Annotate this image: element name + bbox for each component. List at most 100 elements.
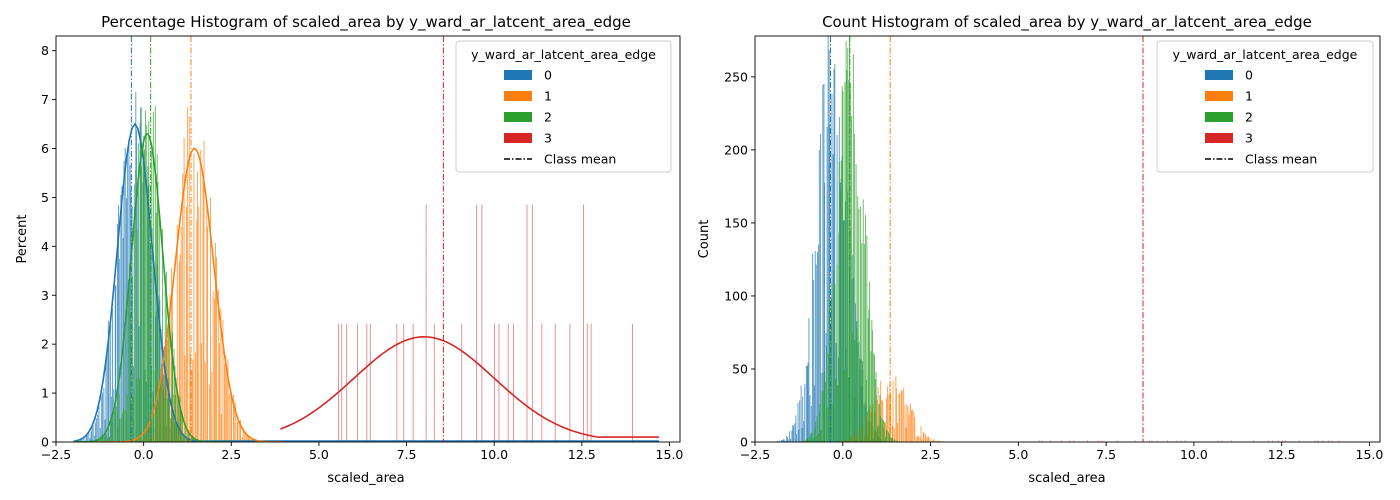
histogram-bar-0 [129, 165, 131, 442]
histogram-bar-0 [91, 425, 93, 442]
histogram-bar-1 [250, 438, 252, 442]
histogram-bar-1 [927, 437, 929, 442]
histogram-bar-0 [97, 414, 99, 442]
histogram-bar-1 [925, 433, 926, 442]
histogram-bar-3 [1167, 440, 1169, 442]
histogram-bar-1 [934, 439, 936, 442]
histogram-bar-1 [208, 384, 210, 442]
histogram-bar-1 [901, 390, 902, 442]
legend-entry-class-mean: Class mean [544, 152, 616, 167]
histogram-bar-2 [866, 235, 868, 442]
histogram-bar-3 [632, 323, 633, 442]
histogram-bar-2 [160, 368, 162, 442]
histogram-bar-1 [180, 226, 182, 442]
histogram-bar-1 [169, 294, 171, 442]
histogram-bar-2 [119, 418, 121, 442]
histogram-bar-2 [168, 399, 170, 442]
histogram-bar-2 [121, 413, 123, 442]
histogram-bar-1 [241, 437, 243, 442]
histogram-bar-2 [110, 422, 112, 442]
histogram-bar-0 [786, 436, 788, 442]
histogram-bar-0 [94, 422, 96, 442]
histogram-bar-2 [142, 161, 144, 442]
histogram-bar-1 [217, 289, 219, 442]
histogram-bar-3 [1098, 440, 1100, 442]
histogram-bar-0 [779, 440, 780, 442]
histogram-bar-0 [806, 365, 808, 442]
histogram-bar-2 [822, 391, 824, 442]
histogram-bar-0 [105, 358, 107, 442]
histogram-bar-2 [803, 440, 805, 442]
y-axis-title: Count [697, 220, 712, 259]
histogram-bar-2 [834, 283, 836, 442]
histogram-bar-1 [188, 116, 190, 442]
histogram-bar-1 [929, 438, 931, 442]
histogram-bar-1 [905, 427, 907, 442]
histogram-bar-1 [233, 394, 234, 442]
histogram-bar-1 [216, 257, 217, 442]
histogram-bar-0 [145, 381, 147, 442]
histogram-bar-2 [183, 435, 185, 442]
histogram-bar-2 [150, 365, 152, 442]
y-tick-label: 0 [740, 435, 748, 450]
histogram-bar-2 [877, 425, 879, 442]
histogram-bar-1 [225, 355, 227, 442]
histogram-bar-1 [909, 403, 911, 442]
histogram-bar-2 [130, 401, 132, 442]
histogram-bar-2 [817, 433, 819, 442]
histogram-bar-1 [923, 431, 924, 442]
legend-swatch-1 [504, 91, 532, 101]
histogram-bar-2 [128, 263, 130, 442]
histogram-bar-1 [886, 386, 888, 442]
legend-swatch-0 [1205, 70, 1233, 80]
histogram-bar-1 [880, 380, 882, 442]
histogram-bar-2 [858, 208, 860, 442]
histogram-bar-0 [102, 392, 103, 442]
histogram-bar-2 [97, 439, 99, 442]
histogram-bar-3 [1317, 440, 1319, 442]
histogram-bar-2 [856, 328, 858, 442]
histogram-bar-3 [1038, 440, 1040, 442]
legend-entry-0: 0 [544, 68, 552, 83]
histogram-bar-2 [187, 429, 189, 442]
histogram-bar-2 [103, 434, 105, 442]
histogram-bar-0 [809, 395, 811, 442]
histogram-bar-1 [913, 412, 915, 442]
histogram-bar-0 [812, 253, 814, 442]
histogram-bar-0 [138, 326, 140, 442]
histogram-bar-1 [236, 422, 238, 442]
histogram-bar-2 [133, 218, 135, 442]
legend-swatch-2 [504, 112, 532, 122]
chart-title: Percentage Histogram of scaled_area by y… [101, 13, 631, 32]
histogram-bar-1 [904, 404, 906, 442]
x-tick-label: 10.0 [480, 447, 508, 462]
histogram-bar-3 [338, 323, 339, 442]
histogram-bar-1 [168, 322, 170, 442]
histogram-bar-0 [798, 429, 800, 442]
y-tick-label: 250 [724, 69, 748, 84]
histogram-bar-1 [191, 369, 193, 442]
histogram-bar-2 [888, 433, 890, 442]
y-tick-label: 2 [41, 337, 49, 352]
histogram-bar-1 [242, 427, 244, 442]
histogram-bar-2 [147, 166, 149, 442]
histogram-bar-2 [122, 408, 124, 442]
histogram-bar-3 [1282, 440, 1284, 442]
histogram-bar-2 [107, 437, 108, 442]
histogram-bar-0 [819, 133, 821, 442]
histogram-bar-3 [1217, 440, 1219, 442]
histogram-bar-2 [857, 196, 859, 442]
histogram-bar-2 [167, 398, 169, 442]
histogram-bar-2 [838, 161, 840, 442]
histogram-bar-2 [835, 379, 837, 442]
histogram-bar-3 [1338, 440, 1340, 442]
histogram-bar-3 [346, 323, 348, 442]
histogram-bar-3 [1285, 440, 1287, 442]
histogram-bar-0 [823, 83, 825, 442]
x-tick-label: 7.5 [1096, 447, 1116, 462]
histogram-bar-2 [804, 440, 806, 442]
histogram-bar-2 [840, 160, 842, 442]
histogram-bar-2 [807, 440, 809, 442]
histogram-bar-3 [403, 323, 405, 442]
histogram-bar-0 [791, 430, 793, 442]
